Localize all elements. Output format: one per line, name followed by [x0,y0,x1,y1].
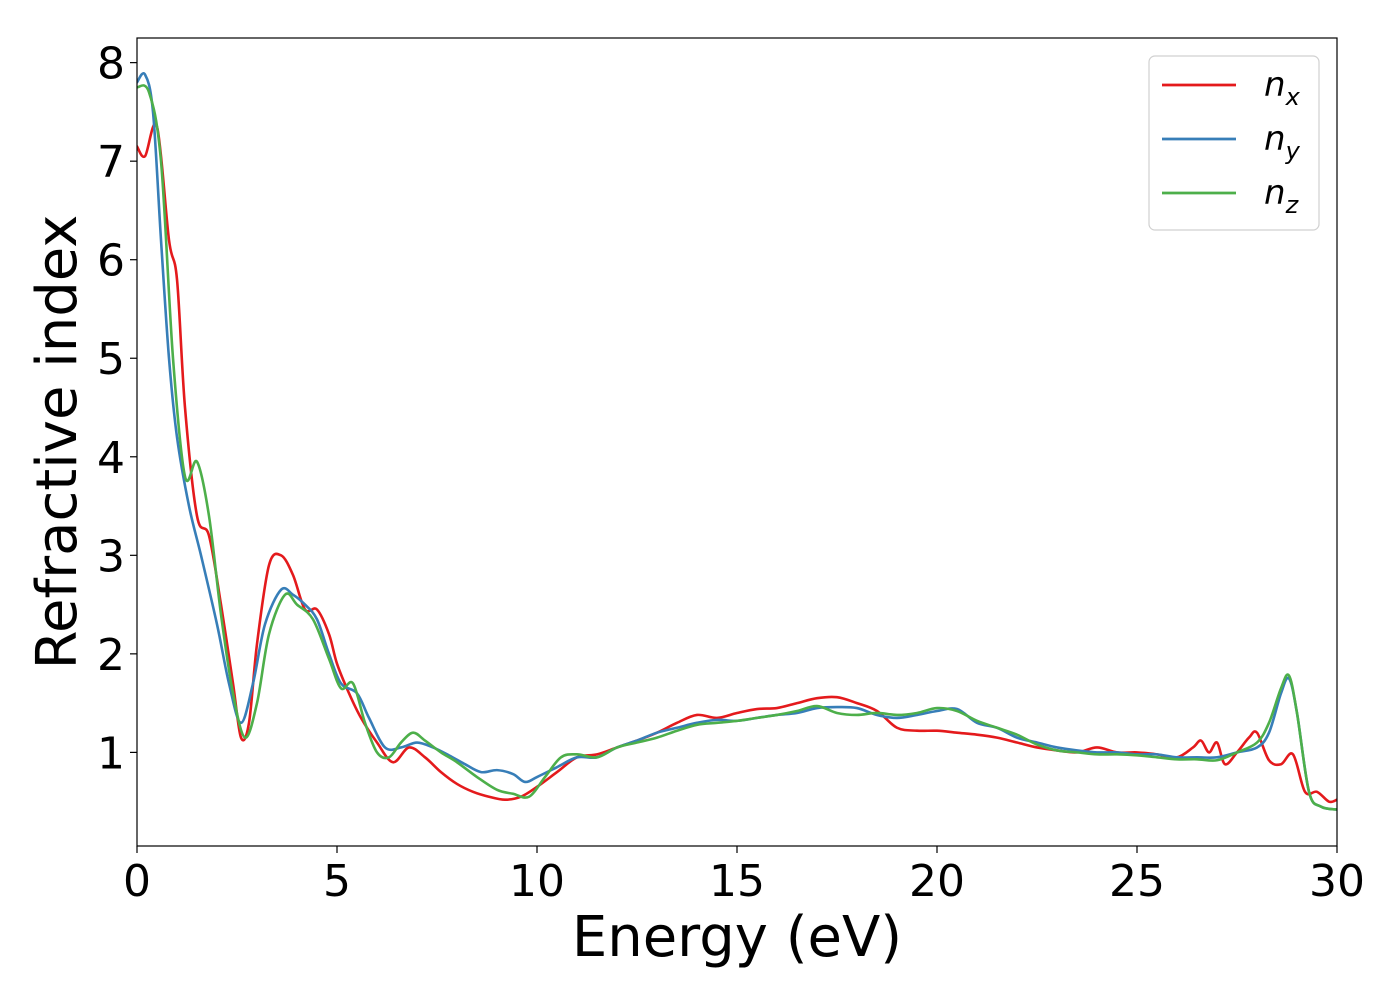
x-tick-label: 20 [909,856,965,907]
y-tick-label: 1 [97,728,125,779]
series-line-z [137,84,1337,811]
x-tick-label: 5 [323,856,351,907]
x-axis-label: Energy (eV) [572,905,902,970]
y-tick-label: 8 [97,39,125,90]
x-tick-label: 10 [509,856,565,907]
legend-box [1148,55,1320,231]
x-tick-label: 25 [1109,856,1165,907]
y-tick-label: 4 [97,433,125,484]
x-tick-label: 30 [1309,856,1365,907]
y-tick-label: 3 [97,531,125,582]
series-line-x [137,122,1337,804]
y-tick-label: 7 [97,137,125,188]
y-tick-label: 6 [97,236,125,287]
series-line-y [137,72,1337,811]
x-tick-label: 0 [123,856,151,907]
x-tick-label: 15 [709,856,765,907]
y-axis-label: Refractive index [25,215,90,670]
ticks-layer: 0 5 10 15 20 25 30 1 2 3 4 5 6 7 8 [97,39,1365,907]
y-tick-label: 2 [97,630,125,681]
series-layer [137,72,1337,811]
y-tick-label: 5 [97,334,125,385]
